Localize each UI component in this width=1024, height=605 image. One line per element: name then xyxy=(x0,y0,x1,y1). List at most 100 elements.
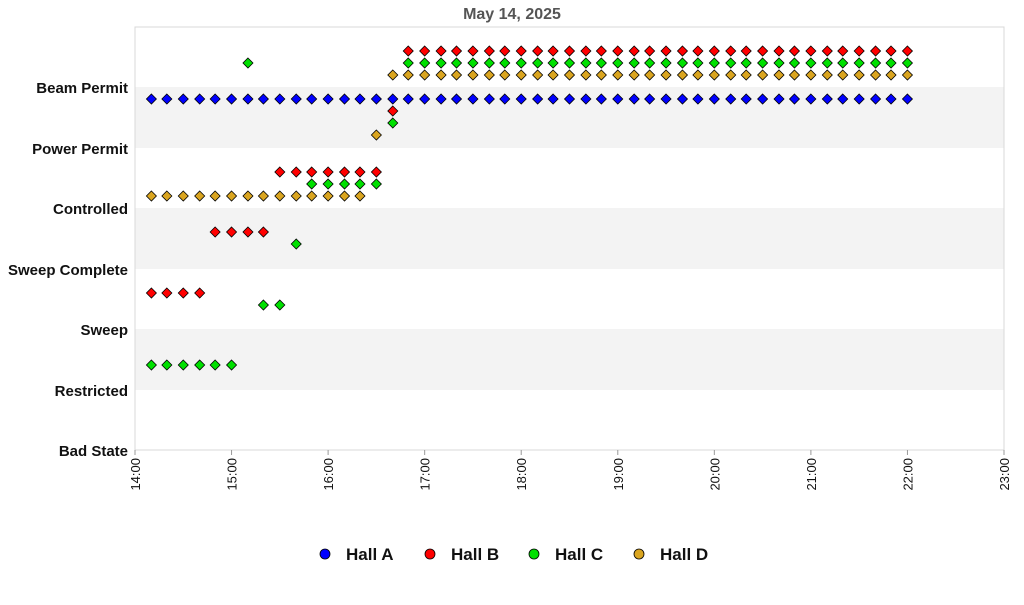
data-point xyxy=(274,299,286,311)
data-point xyxy=(821,45,833,57)
data-point xyxy=(788,93,801,105)
data-point xyxy=(161,359,173,371)
data-point xyxy=(805,69,817,81)
data-point xyxy=(225,190,238,202)
data-point xyxy=(209,359,221,371)
data-point xyxy=(725,93,737,105)
data-point xyxy=(725,69,737,81)
data-point xyxy=(740,57,752,69)
data-point xyxy=(483,45,495,57)
data-point xyxy=(306,178,318,190)
data-point xyxy=(580,57,592,69)
data-point xyxy=(354,166,366,178)
data-point xyxy=(660,69,672,81)
data-point xyxy=(563,45,576,57)
data-point xyxy=(161,190,173,202)
data-point xyxy=(628,69,640,81)
data-point xyxy=(805,45,817,57)
data-point xyxy=(499,93,511,105)
legend: Hall A Hall B Hall C Hall D xyxy=(319,545,708,564)
data-point xyxy=(450,57,463,69)
x-tick-label: 21:00 xyxy=(804,458,819,491)
data-point xyxy=(644,69,656,81)
legend-label: Hall C xyxy=(555,545,603,564)
y-tick-label: Power Permit xyxy=(32,141,128,158)
data-point xyxy=(402,45,414,57)
data-point xyxy=(322,93,334,105)
data-point xyxy=(837,45,849,57)
data-point xyxy=(145,190,157,202)
data-point xyxy=(885,57,897,69)
x-tick-label: 18:00 xyxy=(514,458,529,491)
data-point xyxy=(740,45,752,57)
data-point xyxy=(692,45,704,57)
data-point xyxy=(773,57,785,69)
data-point xyxy=(837,93,849,105)
x-tick-label: 17:00 xyxy=(418,458,433,491)
data-point xyxy=(161,287,173,299)
data-point xyxy=(177,93,189,105)
data-point xyxy=(242,190,254,202)
data-point xyxy=(467,57,479,69)
data-points xyxy=(145,45,914,371)
data-point xyxy=(194,93,206,105)
data-point xyxy=(419,93,431,105)
data-point xyxy=(225,359,238,371)
data-point xyxy=(338,178,351,190)
data-point xyxy=(725,45,737,57)
data-point xyxy=(467,93,479,105)
x-tick-label: 19:00 xyxy=(611,458,626,491)
data-point xyxy=(885,69,897,81)
category-band xyxy=(135,269,1004,329)
legend-label: Hall B xyxy=(451,545,499,564)
data-point xyxy=(290,93,302,105)
data-point xyxy=(853,45,865,57)
data-point xyxy=(580,45,592,57)
x-tick-label: 16:00 xyxy=(321,458,336,491)
chart-title: May 14, 2025 xyxy=(463,6,561,23)
data-point xyxy=(257,93,269,105)
data-point xyxy=(547,45,559,57)
x-tick-label: 14:00 xyxy=(128,458,143,491)
data-point xyxy=(338,166,351,178)
data-point xyxy=(402,57,414,69)
data-point xyxy=(450,69,463,81)
data-point xyxy=(161,93,173,105)
data-point xyxy=(580,69,592,81)
data-point xyxy=(419,57,431,69)
data-point xyxy=(290,190,302,202)
data-point xyxy=(419,45,431,57)
data-point xyxy=(595,93,607,105)
data-point xyxy=(612,93,624,105)
data-point xyxy=(274,93,286,105)
data-point xyxy=(515,93,527,105)
data-point xyxy=(595,45,607,57)
data-point xyxy=(612,45,624,57)
data-point xyxy=(660,45,672,57)
data-point xyxy=(885,93,897,105)
data-point xyxy=(515,45,527,57)
x-tick-label: 23:00 xyxy=(997,458,1012,491)
data-point xyxy=(532,57,544,69)
data-point xyxy=(499,57,511,69)
data-point xyxy=(483,57,495,69)
data-point xyxy=(338,190,351,202)
data-point xyxy=(177,359,189,371)
data-point xyxy=(177,190,189,202)
data-point xyxy=(612,57,624,69)
data-point xyxy=(483,69,495,81)
data-point xyxy=(370,129,382,141)
data-point xyxy=(547,93,559,105)
data-point xyxy=(805,93,817,105)
legend-marker xyxy=(633,548,645,560)
data-point xyxy=(257,190,269,202)
data-point xyxy=(837,57,849,69)
data-point xyxy=(612,69,624,81)
x-tick-label: 20:00 xyxy=(707,458,722,491)
data-point xyxy=(145,93,157,105)
y-tick-label: Bad State xyxy=(59,443,128,460)
data-point xyxy=(322,166,334,178)
data-point xyxy=(225,226,238,238)
data-point xyxy=(757,45,769,57)
data-point xyxy=(563,69,576,81)
